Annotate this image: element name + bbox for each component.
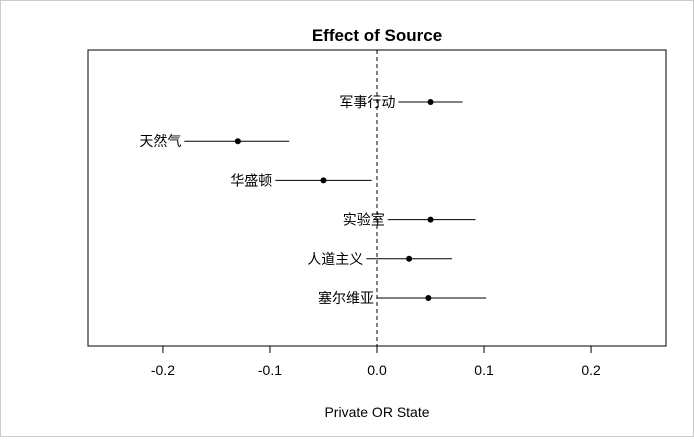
point-label: 华盛顿 [230, 173, 272, 189]
x-tick-label: 0.1 [474, 362, 494, 378]
x-tick-label: 0.0 [367, 362, 387, 378]
x-tick-label: -0.1 [258, 362, 282, 378]
x-axis-label: Private OR State [324, 404, 429, 420]
point-row: 人道主义 [307, 252, 452, 268]
point-label: 塞尔维亚 [318, 290, 374, 307]
point-label: 实验室 [343, 212, 385, 229]
x-axis: -0.2 -0.1 0.0 0.1 0.2 [151, 346, 601, 378]
point-row: 塞尔维亚 [318, 290, 487, 307]
point-label: 军事行动 [339, 95, 395, 111]
point-estimate [234, 138, 241, 145]
chart-title: Effect of Source [312, 26, 442, 45]
x-tick-label: 0.2 [581, 362, 601, 378]
point-estimate [320, 177, 327, 184]
point-row: 实验室 [343, 212, 476, 229]
point-label: 人道主义 [307, 252, 363, 268]
point-row: 军事行动 [339, 95, 463, 111]
point-estimate [427, 216, 434, 223]
point-estimate [425, 295, 432, 301]
point-row: 华盛顿 [230, 173, 372, 189]
point-row: 天然气 [139, 133, 290, 150]
point-estimate [427, 99, 434, 105]
point-estimate [406, 255, 413, 262]
point-label: 天然气 [139, 133, 181, 150]
x-tick-label: -0.2 [151, 362, 175, 378]
